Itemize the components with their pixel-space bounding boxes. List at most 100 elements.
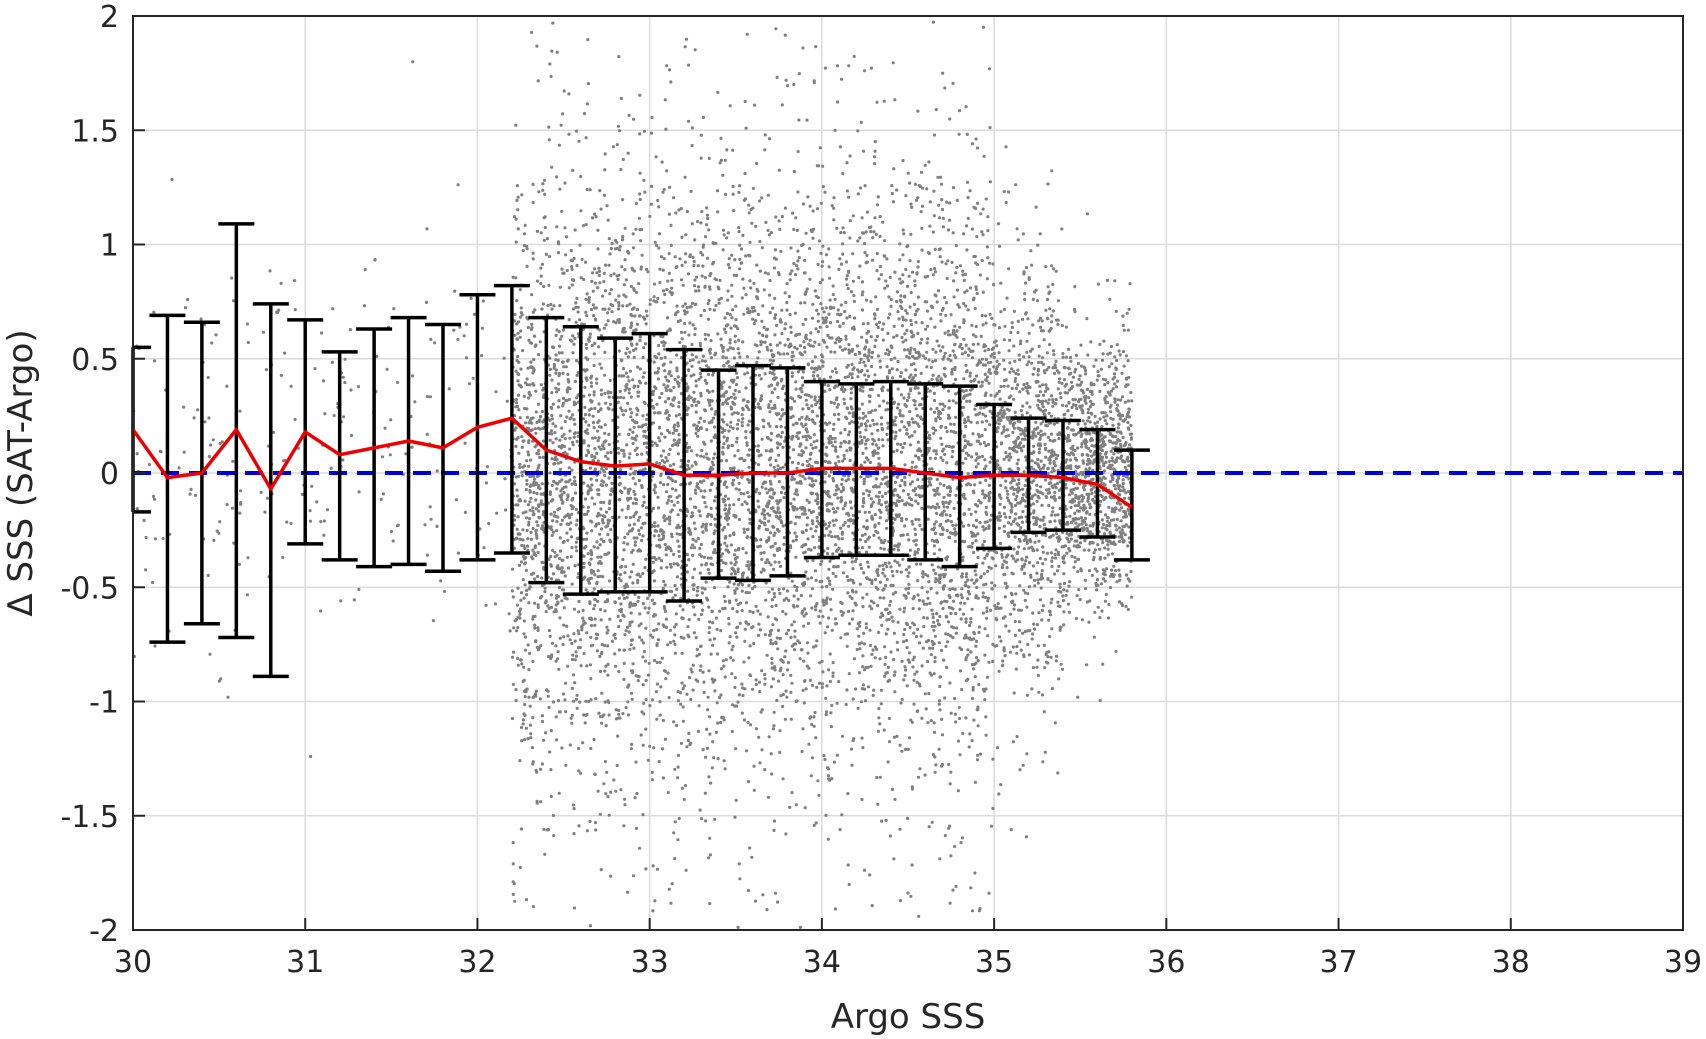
scatter-point xyxy=(874,232,879,236)
scatter-point xyxy=(604,483,609,487)
scatter-point xyxy=(691,323,695,327)
scatter-point xyxy=(602,540,606,544)
scatter-point xyxy=(818,609,822,613)
scatter-point xyxy=(839,303,843,307)
scatter-point xyxy=(607,713,611,717)
scatter-point xyxy=(792,508,796,512)
scatter-point xyxy=(619,610,623,614)
scatter-point xyxy=(667,516,672,520)
scatter-point xyxy=(670,532,674,536)
scatter-point xyxy=(635,434,639,438)
scatter-point xyxy=(668,447,672,452)
scatter-point xyxy=(719,136,723,140)
scatter-point xyxy=(833,461,838,465)
scatter-point xyxy=(719,720,723,725)
scatter-point xyxy=(643,317,647,321)
scatter-point xyxy=(516,393,521,397)
scatter-point xyxy=(694,636,698,640)
scatter-point xyxy=(668,290,672,294)
scatter-point xyxy=(536,628,540,633)
scatter-point xyxy=(730,316,734,320)
scatter-point xyxy=(805,559,810,563)
scatter-point xyxy=(790,437,794,441)
scatter-point xyxy=(631,471,635,475)
scatter-point xyxy=(630,620,634,624)
scatter-point xyxy=(908,349,912,353)
scatter-point xyxy=(684,868,688,872)
scatter-point xyxy=(776,900,780,904)
scatter-point xyxy=(802,701,806,705)
scatter-point xyxy=(513,428,517,432)
scatter-point xyxy=(577,632,581,636)
scatter-point xyxy=(724,192,728,196)
scatter-point xyxy=(637,624,641,628)
scatter-point xyxy=(829,608,833,612)
scatter-point xyxy=(712,637,717,641)
scatter-point xyxy=(872,601,876,605)
scatter-point xyxy=(581,224,586,228)
scatter-point xyxy=(706,568,711,572)
scatter-point xyxy=(767,422,771,426)
scatter-point xyxy=(651,556,655,560)
scatter-point xyxy=(549,729,553,733)
scatter-point xyxy=(709,781,713,785)
scatter-point xyxy=(783,343,787,347)
scatter-point xyxy=(675,723,679,728)
scatter-point xyxy=(807,417,811,422)
scatter-point xyxy=(861,504,865,508)
scatter-point xyxy=(546,689,550,693)
scatter-point xyxy=(708,732,712,736)
scatter-point xyxy=(733,591,737,595)
scatter-point xyxy=(663,435,667,439)
scatter-point xyxy=(830,703,834,708)
scatter-point xyxy=(808,457,812,461)
scatter-point xyxy=(661,536,666,541)
scatter-point xyxy=(790,371,794,375)
scatter-point xyxy=(592,352,596,356)
scatter-point xyxy=(843,347,847,351)
scatter-point xyxy=(764,598,768,602)
scatter-point xyxy=(540,307,544,311)
scatter-point xyxy=(818,366,822,370)
scatter-point xyxy=(699,489,703,493)
scatter-point xyxy=(765,558,769,562)
scatter-point xyxy=(541,302,546,306)
scatter-point xyxy=(693,527,697,531)
scatter-point xyxy=(641,423,645,427)
scatter-point xyxy=(514,240,518,244)
scatter-point xyxy=(814,578,818,582)
scatter-point xyxy=(730,412,734,416)
scatter-point xyxy=(719,558,723,563)
scatter-point xyxy=(563,596,567,600)
scatter-point xyxy=(812,823,816,828)
scatter-point xyxy=(692,521,696,525)
scatter-point xyxy=(916,593,920,597)
scatter-point xyxy=(582,439,586,443)
scatter-point xyxy=(689,546,693,550)
scatter-point xyxy=(531,526,535,531)
scatter-point xyxy=(832,206,836,210)
scatter-point xyxy=(697,704,701,708)
scatter-point xyxy=(841,321,845,325)
scatter-point xyxy=(536,605,540,610)
scatter-point xyxy=(825,684,829,688)
scatter-point xyxy=(519,827,524,831)
scatter-point xyxy=(863,242,867,246)
scatter-point xyxy=(740,609,744,613)
scatter-point xyxy=(740,413,744,417)
scatter-point xyxy=(871,442,875,446)
scatter-point xyxy=(727,364,731,368)
scatter-point xyxy=(825,625,830,629)
scatter-point xyxy=(816,779,820,783)
scatter-point xyxy=(542,238,546,242)
scatter-point xyxy=(799,648,804,652)
scatter-point xyxy=(534,507,538,511)
scatter-point xyxy=(869,504,873,508)
scatter-point xyxy=(622,614,626,618)
scatter-point xyxy=(841,348,845,352)
scatter-point xyxy=(512,626,516,630)
scatter-point xyxy=(773,541,777,546)
scatter-point xyxy=(814,402,818,406)
scatter-point xyxy=(680,786,685,790)
scatter-point xyxy=(878,359,882,363)
